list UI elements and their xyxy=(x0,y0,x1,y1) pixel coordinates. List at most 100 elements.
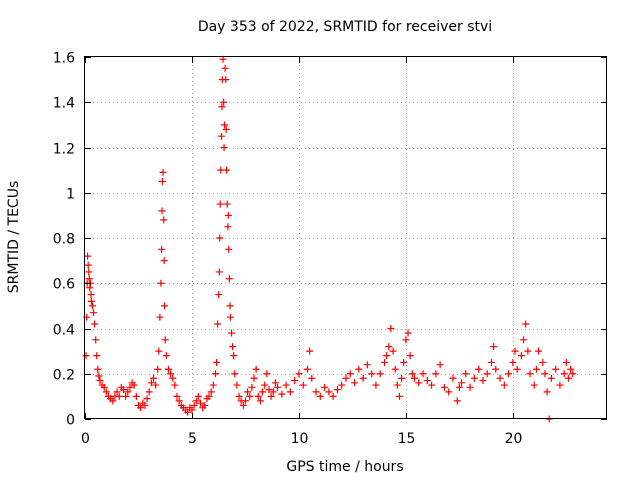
data-point xyxy=(389,347,397,355)
data-point xyxy=(363,361,371,369)
data-point xyxy=(395,392,403,400)
data-point xyxy=(225,245,233,253)
data-point xyxy=(92,336,100,344)
data-point xyxy=(250,374,258,382)
data-point xyxy=(222,76,230,84)
data-point xyxy=(511,347,519,355)
data-point xyxy=(547,374,555,382)
data-point xyxy=(241,397,249,405)
data-point xyxy=(220,144,228,151)
data-point xyxy=(381,358,389,366)
y-tick-label: 1 xyxy=(66,187,75,203)
data-point xyxy=(393,381,401,389)
data-point xyxy=(483,370,491,378)
data-point xyxy=(226,313,234,321)
data-point xyxy=(316,392,324,400)
data-point xyxy=(355,365,363,373)
data-point xyxy=(87,297,95,305)
data-point xyxy=(453,397,461,405)
data-point xyxy=(96,377,104,385)
data-point xyxy=(470,374,478,382)
data-point xyxy=(158,207,166,215)
data-point xyxy=(539,358,547,366)
data-point xyxy=(223,166,231,174)
data-point xyxy=(160,257,168,265)
data-point xyxy=(188,406,196,414)
data-point xyxy=(282,381,290,389)
data-point xyxy=(267,392,275,400)
data-point xyxy=(149,374,157,382)
data-point xyxy=(154,365,162,373)
data-point xyxy=(194,392,202,400)
data-point xyxy=(95,372,103,380)
data-point xyxy=(209,381,217,389)
data-point xyxy=(408,370,416,378)
data-point xyxy=(120,386,128,394)
data-point xyxy=(126,383,134,391)
data-point xyxy=(376,370,384,378)
data-point xyxy=(169,374,177,382)
data-point xyxy=(239,401,247,409)
data-point xyxy=(261,381,269,389)
data-point xyxy=(567,365,575,373)
data-point xyxy=(221,64,229,72)
data-point xyxy=(94,365,102,373)
data-point xyxy=(87,291,95,299)
data-point xyxy=(564,374,572,382)
data-point xyxy=(479,377,487,385)
y-tick-label: 1.6 xyxy=(53,51,75,67)
y-tick-label: 0.8 xyxy=(53,232,75,248)
data-point xyxy=(102,388,110,396)
data-point xyxy=(145,388,153,396)
data-point xyxy=(524,347,532,355)
x-axis-label: GPS time / hours xyxy=(286,459,403,475)
data-point xyxy=(197,399,205,407)
data-point xyxy=(286,388,294,396)
data-point xyxy=(157,279,165,287)
data-point xyxy=(455,383,463,391)
data-point xyxy=(167,370,175,378)
data-point xyxy=(306,347,314,355)
data-point xyxy=(351,379,359,387)
data-point xyxy=(325,388,333,396)
data-point xyxy=(303,365,311,373)
data-point xyxy=(505,370,513,378)
data-point xyxy=(372,381,380,389)
data-point xyxy=(84,261,92,269)
data-point xyxy=(162,352,170,360)
data-point xyxy=(513,365,521,373)
data-point xyxy=(308,374,316,382)
data-point xyxy=(299,381,307,389)
data-point xyxy=(93,352,101,360)
data-point xyxy=(159,168,167,176)
axis-ticks: 0 0.2 0.4 0.6 0.8 1 1.2 1.4 1.6 0 5 10 15 20 xyxy=(53,51,607,447)
data-point xyxy=(161,336,169,344)
data-point xyxy=(137,404,145,412)
data-point xyxy=(143,395,151,403)
data-point xyxy=(122,392,130,400)
data-point xyxy=(398,374,406,382)
data-point xyxy=(530,381,538,389)
data-point xyxy=(130,381,138,389)
data-point xyxy=(406,352,414,360)
y-tick-label: 0.2 xyxy=(53,368,75,384)
data-point xyxy=(466,383,474,391)
data-point xyxy=(158,177,166,185)
data-point xyxy=(244,388,252,396)
data-point xyxy=(90,309,98,317)
data-point xyxy=(342,374,350,382)
data-point xyxy=(190,401,198,409)
data-point xyxy=(569,370,577,378)
data-point xyxy=(321,383,329,391)
data-point xyxy=(222,125,230,133)
data-point xyxy=(213,358,221,366)
data-point xyxy=(383,352,391,360)
data-point xyxy=(248,383,256,391)
data-point xyxy=(223,200,231,208)
data-point xyxy=(532,365,540,373)
data-point xyxy=(490,343,498,351)
data-point xyxy=(147,379,155,387)
data-point xyxy=(226,302,234,310)
data-point xyxy=(404,329,412,337)
